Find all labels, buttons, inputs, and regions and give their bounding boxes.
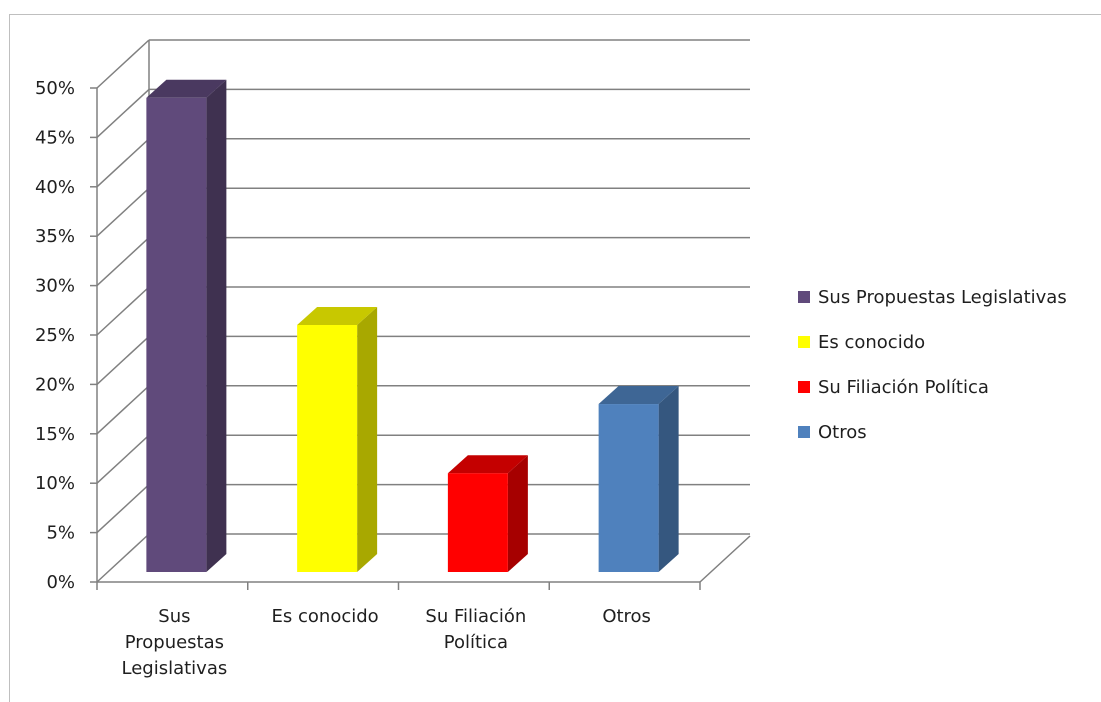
y-tick-label: 40%	[35, 177, 75, 198]
gridline-left-wall	[96, 138, 150, 188]
category-label-line: Otros	[602, 606, 651, 627]
bar-top	[447, 455, 528, 474]
bar-top	[146, 79, 227, 98]
bar	[146, 79, 227, 572]
legend-swatch	[798, 336, 810, 348]
legend-label: Otros	[818, 422, 867, 443]
category-label: Es conocido	[272, 606, 379, 627]
bar-side	[658, 386, 679, 572]
bar-top	[598, 386, 679, 405]
legend-item: Es conocido	[798, 332, 925, 353]
y-tick-label: 15%	[35, 424, 75, 445]
category-label-line: Política	[444, 632, 508, 653]
gridline-left-wall	[96, 187, 150, 237]
gridline-left-wall	[96, 39, 150, 89]
y-tick-label: 5%	[46, 523, 75, 544]
legend: Sus Propuestas Legislativas Es conocido Su…	[798, 287, 1067, 443]
bar-top	[297, 307, 378, 325]
gridline-left-wall	[96, 237, 150, 287]
category-label-line: Sus	[158, 606, 190, 627]
gridline-left-wall	[96, 484, 150, 534]
chart-frame	[9, 14, 1101, 702]
category-label-line: Legislativas	[122, 658, 228, 679]
y-tick-label: 0%	[46, 572, 75, 593]
y-tick-label: 45%	[35, 127, 75, 148]
gridline-left-wall	[96, 286, 150, 336]
gridline-left-wall	[96, 385, 150, 435]
bar-side	[507, 455, 528, 572]
bar-side	[206, 79, 227, 572]
gridline-left-wall	[96, 335, 150, 385]
bars	[146, 79, 679, 572]
legend-item: Otros	[798, 422, 867, 443]
legend-label: Sus Propuestas Legislativas	[818, 287, 1067, 308]
y-tick-label: 35%	[35, 226, 75, 247]
bar-front	[447, 473, 508, 572]
category-label-line: Es conocido	[272, 606, 379, 627]
gridline-left-wall	[96, 434, 150, 484]
legend-swatch	[798, 426, 810, 438]
bar-side	[357, 307, 378, 572]
category-label: Su Filiación Política	[425, 606, 526, 653]
legend-item: Su Filiación Política	[798, 377, 989, 398]
bar-front	[297, 325, 358, 572]
gridline-left-wall	[96, 533, 150, 583]
legend-label: Es conocido	[818, 332, 925, 353]
category-label-line: Su Filiación	[425, 606, 526, 627]
bar-front	[146, 97, 207, 572]
y-tick-label: 50%	[35, 78, 75, 99]
category-label: Otros	[602, 606, 651, 627]
bar	[297, 307, 378, 572]
bar	[598, 386, 679, 572]
y-tick-label: 30%	[35, 276, 75, 297]
category-label: Sus Propuestas Legislativas	[122, 606, 228, 679]
bar-front	[598, 404, 659, 572]
y-tick-label: 25%	[35, 325, 75, 346]
legend-item: Sus Propuestas Legislativas	[798, 287, 1067, 308]
y-tick-label: 20%	[35, 374, 75, 395]
legend-swatch	[798, 381, 810, 393]
y-tick-labels: 0% 5% 10% 15% 20% 25% 30% 35% 40% 45% 50%	[35, 78, 97, 593]
legend-swatch	[798, 291, 810, 303]
category-label-line: Propuestas	[125, 632, 224, 653]
bar	[447, 455, 528, 572]
legend-label: Su Filiación Política	[818, 377, 989, 398]
floor-edge	[699, 535, 751, 583]
gridline-left-wall	[96, 88, 150, 138]
y-tick-label: 10%	[35, 473, 75, 494]
category-labels: Sus Propuestas Legislativas Es conocido Su F…	[122, 606, 651, 679]
